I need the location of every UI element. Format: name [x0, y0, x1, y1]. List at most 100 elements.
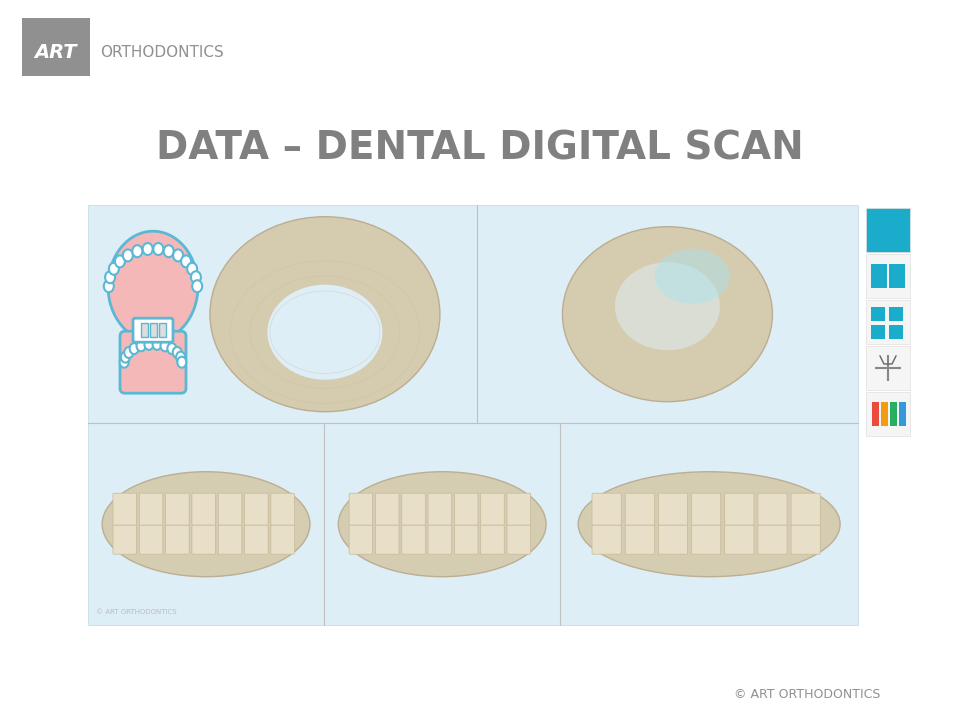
FancyBboxPatch shape [659, 525, 687, 554]
FancyBboxPatch shape [192, 525, 215, 554]
Ellipse shape [338, 472, 546, 577]
FancyBboxPatch shape [889, 264, 905, 288]
Ellipse shape [210, 217, 440, 412]
Ellipse shape [115, 256, 125, 267]
Ellipse shape [191, 271, 201, 283]
FancyBboxPatch shape [401, 525, 425, 554]
Ellipse shape [181, 256, 191, 267]
FancyBboxPatch shape [454, 525, 478, 554]
FancyBboxPatch shape [113, 525, 136, 554]
FancyBboxPatch shape [725, 525, 754, 554]
FancyBboxPatch shape [871, 325, 885, 339]
FancyBboxPatch shape [401, 493, 425, 525]
Ellipse shape [108, 263, 119, 275]
FancyBboxPatch shape [757, 493, 787, 525]
FancyBboxPatch shape [866, 300, 910, 344]
Ellipse shape [167, 343, 177, 354]
Bar [159, 323, 166, 337]
FancyBboxPatch shape [889, 325, 903, 339]
Ellipse shape [121, 351, 130, 363]
Ellipse shape [124, 347, 133, 358]
Bar [899, 402, 906, 426]
Text: ORTHODONTICS: ORTHODONTICS [100, 45, 224, 60]
FancyBboxPatch shape [245, 493, 268, 525]
FancyBboxPatch shape [866, 392, 910, 436]
Bar [150, 323, 157, 337]
FancyBboxPatch shape [592, 493, 621, 525]
Ellipse shape [104, 280, 114, 292]
Ellipse shape [187, 263, 197, 275]
FancyBboxPatch shape [592, 525, 621, 554]
Ellipse shape [176, 351, 185, 363]
Ellipse shape [136, 341, 146, 351]
Ellipse shape [268, 284, 382, 379]
FancyBboxPatch shape [428, 493, 451, 525]
Ellipse shape [123, 249, 132, 261]
Ellipse shape [173, 249, 183, 261]
FancyBboxPatch shape [349, 525, 372, 554]
FancyBboxPatch shape [871, 264, 887, 288]
FancyBboxPatch shape [218, 493, 242, 525]
FancyBboxPatch shape [481, 493, 504, 525]
FancyBboxPatch shape [139, 493, 163, 525]
FancyBboxPatch shape [871, 307, 885, 321]
Ellipse shape [192, 280, 203, 292]
Ellipse shape [160, 341, 170, 351]
FancyBboxPatch shape [428, 525, 451, 554]
FancyBboxPatch shape [120, 331, 186, 393]
FancyBboxPatch shape [113, 493, 136, 525]
Ellipse shape [578, 472, 840, 577]
Text: © ART ORTHODONTICS: © ART ORTHODONTICS [733, 688, 880, 701]
Ellipse shape [154, 243, 163, 255]
Ellipse shape [120, 356, 129, 368]
Ellipse shape [178, 356, 186, 368]
Text: ART: ART [35, 42, 77, 61]
FancyBboxPatch shape [625, 525, 655, 554]
FancyBboxPatch shape [481, 525, 504, 554]
Ellipse shape [105, 271, 115, 283]
FancyBboxPatch shape [866, 254, 910, 298]
Text: © ART ORTHODONTICS: © ART ORTHODONTICS [96, 609, 177, 615]
Ellipse shape [143, 243, 153, 255]
Ellipse shape [655, 248, 730, 304]
Ellipse shape [108, 231, 198, 341]
Ellipse shape [563, 227, 773, 402]
FancyBboxPatch shape [375, 493, 399, 525]
FancyBboxPatch shape [271, 493, 295, 525]
FancyBboxPatch shape [866, 208, 910, 252]
FancyBboxPatch shape [507, 493, 531, 525]
FancyBboxPatch shape [454, 493, 478, 525]
Ellipse shape [132, 246, 142, 257]
FancyBboxPatch shape [218, 525, 242, 554]
FancyBboxPatch shape [691, 493, 721, 525]
FancyBboxPatch shape [139, 525, 163, 554]
Ellipse shape [144, 339, 154, 350]
FancyBboxPatch shape [22, 18, 90, 76]
FancyBboxPatch shape [88, 205, 858, 625]
FancyBboxPatch shape [659, 493, 687, 525]
Bar [872, 402, 879, 426]
FancyBboxPatch shape [375, 525, 399, 554]
FancyBboxPatch shape [889, 307, 903, 321]
Ellipse shape [173, 347, 181, 358]
FancyBboxPatch shape [165, 525, 189, 554]
Bar [141, 323, 148, 337]
FancyBboxPatch shape [866, 346, 910, 390]
Ellipse shape [163, 246, 174, 257]
Ellipse shape [102, 472, 310, 577]
Ellipse shape [153, 339, 161, 350]
Text: DATA – DENTAL DIGITAL SCAN: DATA – DENTAL DIGITAL SCAN [156, 129, 804, 167]
FancyBboxPatch shape [625, 493, 655, 525]
FancyBboxPatch shape [245, 525, 268, 554]
Bar [881, 402, 888, 426]
FancyBboxPatch shape [349, 493, 372, 525]
Bar [890, 402, 897, 426]
FancyBboxPatch shape [791, 525, 820, 554]
Ellipse shape [130, 343, 138, 354]
FancyBboxPatch shape [271, 525, 295, 554]
FancyBboxPatch shape [791, 493, 820, 525]
FancyBboxPatch shape [133, 318, 173, 342]
FancyBboxPatch shape [507, 525, 531, 554]
Ellipse shape [615, 262, 720, 350]
FancyBboxPatch shape [192, 493, 215, 525]
